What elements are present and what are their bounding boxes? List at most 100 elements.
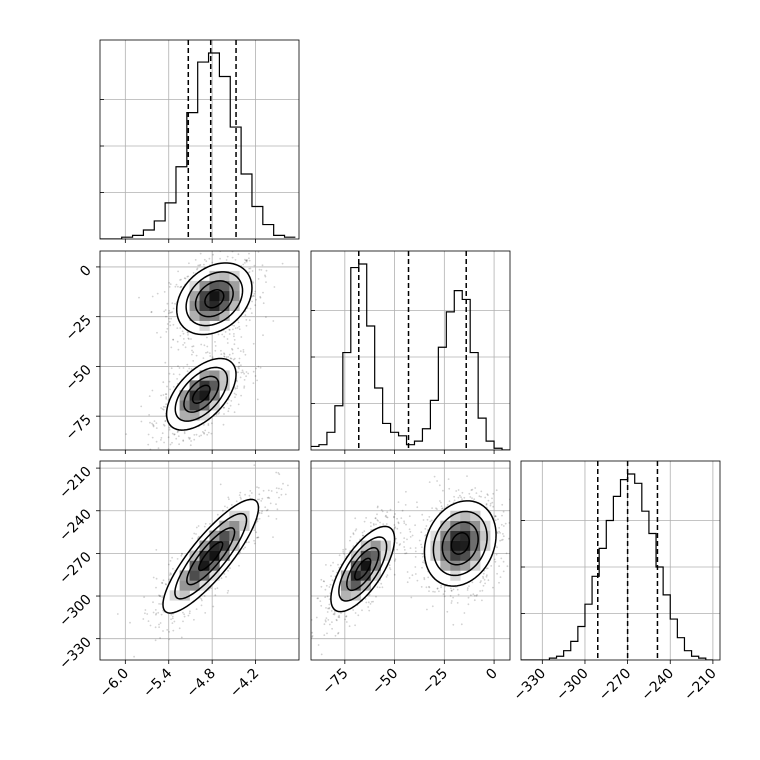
contour-line [162,498,260,614]
sample-point [502,525,505,527]
sample-point [428,481,431,483]
sample-point [389,568,392,571]
sample-point [414,573,417,575]
x-tick-label-p1: −6.0 [97,666,132,701]
sample-point [423,578,426,581]
sample-point [228,407,230,410]
sample-point [317,597,319,600]
sample-point [244,353,247,356]
sample-point [463,612,466,614]
sample-point [411,574,414,577]
sample-point [329,564,332,567]
sample-point [155,422,158,424]
density-panel-p1-p3 [99,460,300,661]
sample-point [253,295,255,297]
sample-point [354,517,357,520]
sample-point [456,588,459,591]
sample-point [161,432,164,435]
sample-point [495,489,498,492]
sample-point [234,259,237,261]
sample-point [231,348,234,351]
sample-point [243,385,246,388]
density-cell [179,390,190,401]
sample-point [485,503,488,506]
sample-point [172,567,174,570]
sample-point [183,342,186,344]
panel-frame [99,39,300,240]
sample-point [176,340,179,343]
sample-point [409,530,412,533]
sample-point [230,504,233,506]
histogram-step-p3 [521,473,713,660]
sample-point [168,631,171,633]
sample-point [275,471,278,474]
sample-point [284,493,287,496]
sample-point [179,279,181,281]
sample-point [393,573,396,576]
density-cell [189,570,200,581]
sample-point [474,487,477,489]
sample-point [192,345,195,348]
sample-point [504,522,507,525]
sample-point [183,615,186,618]
sample-point [363,530,366,533]
sample-point [453,495,455,498]
sample-point [154,609,157,611]
sample-point [188,338,190,340]
sample-point [345,621,348,623]
sample-point [164,420,167,423]
sample-point [158,603,161,605]
density-cell [219,370,230,381]
sample-point [491,497,493,500]
sample-point [170,613,173,616]
sample-point [205,351,207,354]
sample-point [238,325,241,328]
sample-point [257,278,260,280]
density-cell [340,590,352,601]
sample-point [486,567,489,570]
sample-point [492,505,495,508]
density-cell [179,590,190,601]
sample-point [421,513,424,516]
sample-point [144,609,147,611]
sample-point [170,311,173,314]
sample-point [408,515,411,518]
sample-point [264,506,267,509]
density-cell [219,280,230,292]
sample-point [324,588,327,591]
sample-point [405,490,407,493]
sample-point [364,598,367,600]
sample-point [237,253,240,256]
sample-point [354,529,357,532]
sample-point [420,531,423,534]
sample-point [205,260,208,263]
sample-point [193,618,195,621]
sample-point [480,580,482,582]
contour-line [354,557,372,581]
sample-point [381,510,384,513]
sample-point [264,274,266,277]
sample-point [159,595,162,598]
sample-point [183,277,186,280]
sample-point [403,537,406,539]
sample-point [426,518,429,521]
sample-point [142,618,145,620]
sample-point [338,614,340,617]
density-cell [460,540,471,551]
sample-point [210,587,212,590]
sample-point [198,264,201,267]
histogram-step-p2 [311,263,510,450]
sample-point [171,302,174,305]
sample-point [280,488,283,490]
sample-point [177,365,179,367]
sample-point [209,523,211,525]
sample-point [208,257,211,260]
sample-point [257,246,259,248]
sample-point [442,489,444,492]
sample-point [338,554,341,557]
sample-point [170,317,173,320]
sample-point [267,489,270,492]
sample-point [175,437,178,440]
density-cell [229,270,240,282]
sample-point [168,309,171,312]
